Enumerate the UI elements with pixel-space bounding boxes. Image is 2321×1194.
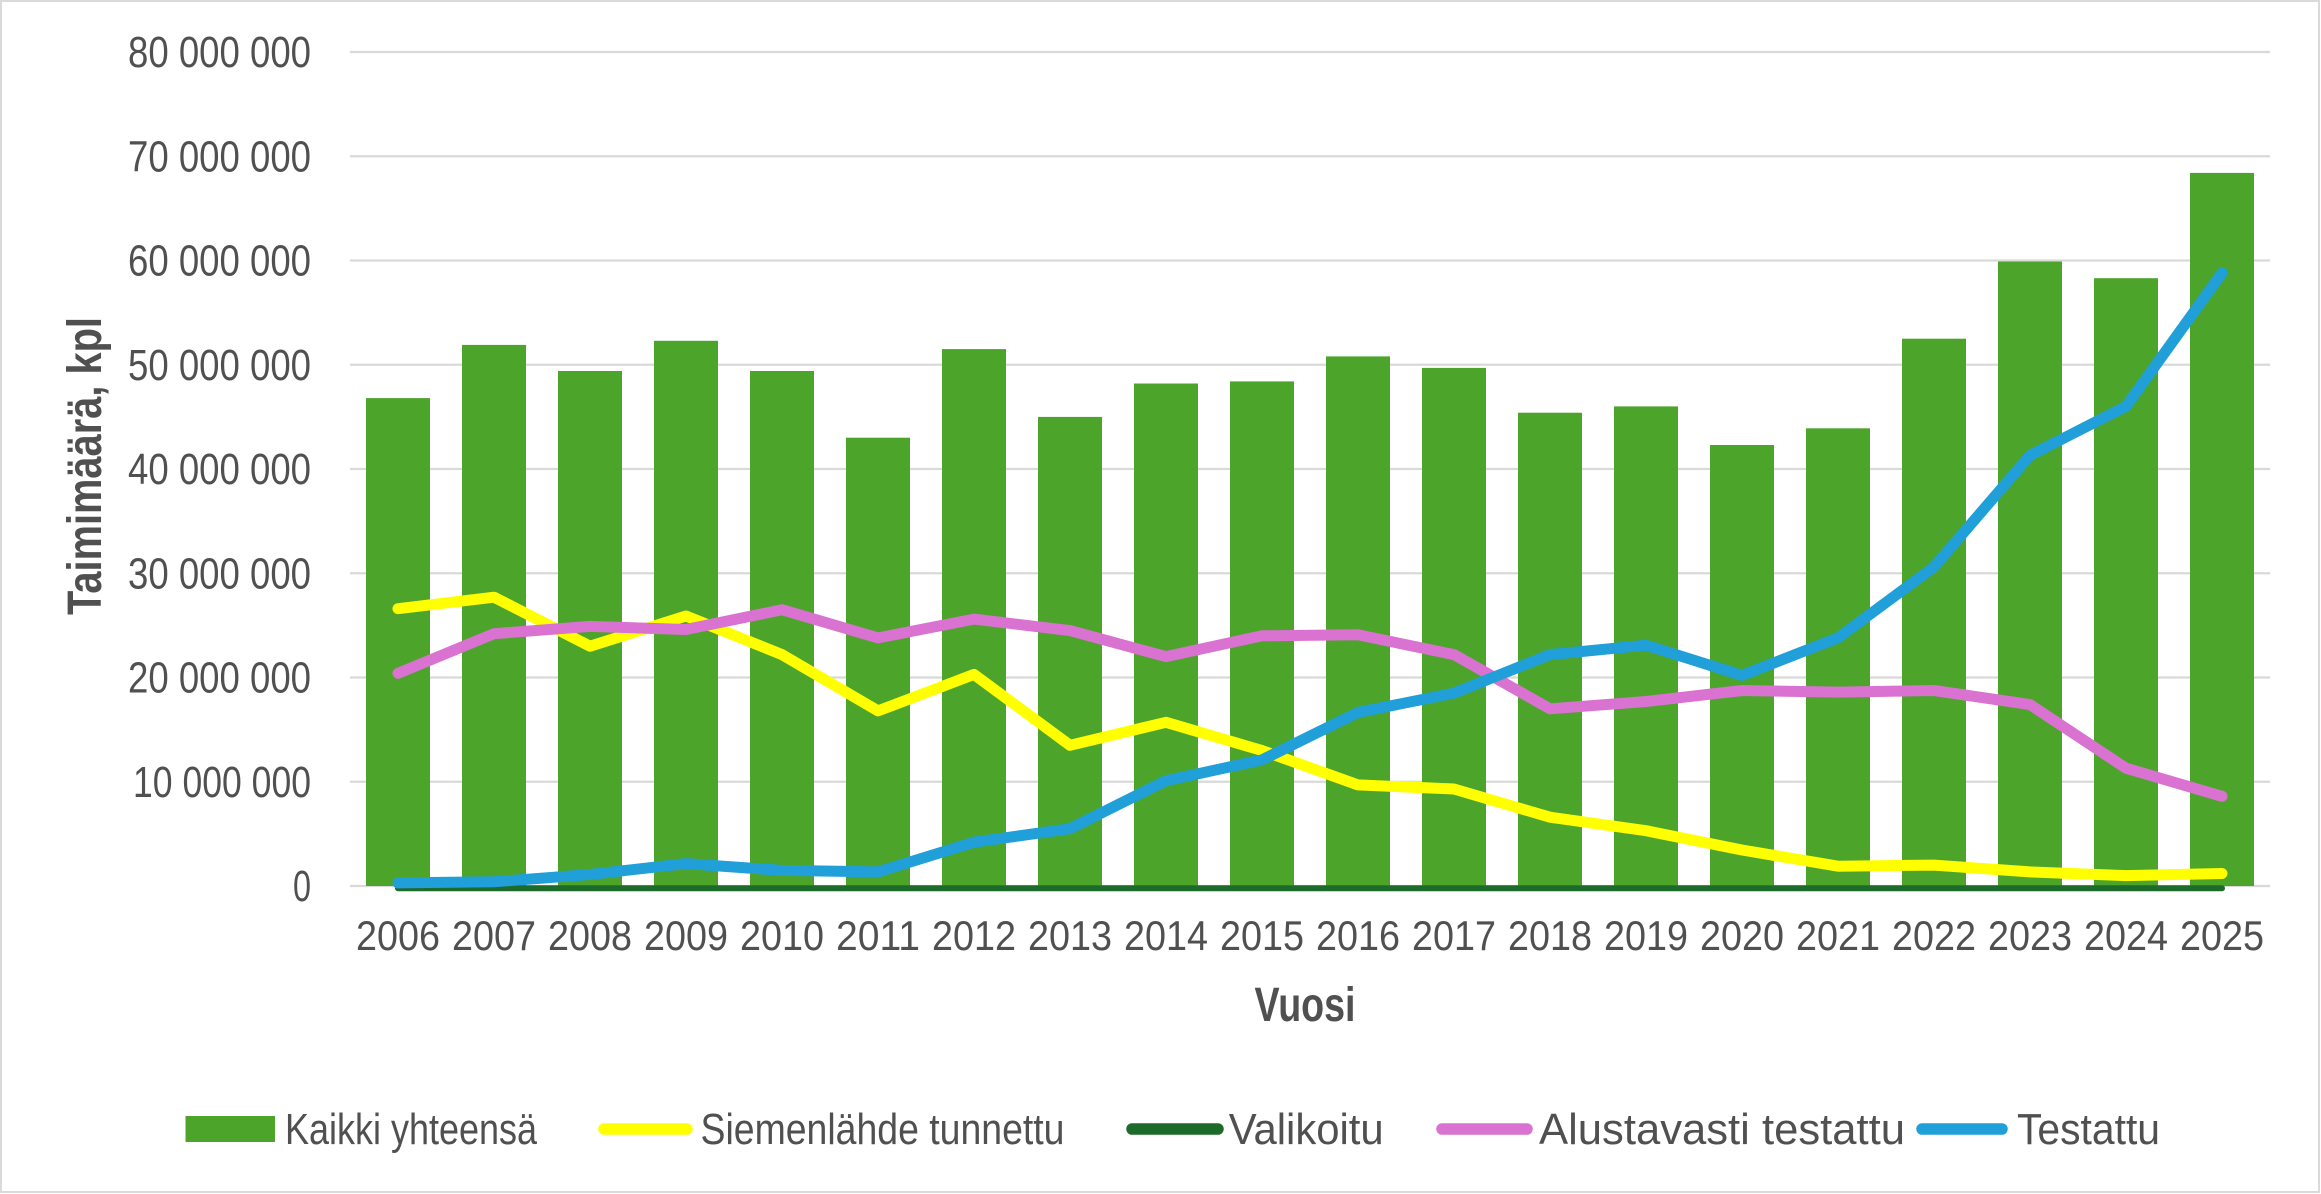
svg-text:Taimimäärä, kpl: Taimimäärä, kpl [59, 317, 112, 615]
svg-text:Valikoitu: Valikoitu [1229, 1105, 1384, 1154]
svg-text:2023: 2023 [1988, 912, 2072, 959]
svg-text:60 000 000: 60 000 000 [128, 237, 311, 286]
svg-text:2025: 2025 [2180, 912, 2264, 959]
svg-text:20 000 000: 20 000 000 [128, 654, 311, 703]
svg-text:Testattu: Testattu [2017, 1105, 2160, 1154]
svg-text:2019: 2019 [1604, 912, 1688, 959]
svg-text:2015: 2015 [1220, 912, 1304, 959]
svg-text:2006: 2006 [356, 912, 440, 959]
svg-text:2007: 2007 [452, 912, 536, 959]
svg-text:2016: 2016 [1316, 912, 1400, 959]
svg-text:2010: 2010 [740, 912, 824, 959]
svg-text:80 000 000: 80 000 000 [128, 28, 311, 77]
svg-text:Siemenlähde tunnettu: Siemenlähde tunnettu [701, 1105, 1065, 1154]
svg-text:Vuosi: Vuosi [1255, 979, 1356, 1032]
svg-text:10 000 000: 10 000 000 [133, 758, 311, 807]
svg-text:2009: 2009 [644, 912, 728, 959]
svg-text:2022: 2022 [1892, 912, 1976, 959]
svg-text:2018: 2018 [1508, 912, 1592, 959]
svg-text:2024: 2024 [2084, 912, 2168, 959]
svg-text:2017: 2017 [1412, 912, 1496, 959]
svg-text:2020: 2020 [1700, 912, 1784, 959]
svg-text:2011: 2011 [836, 912, 920, 959]
svg-text:70 000 000: 70 000 000 [128, 132, 311, 181]
svg-text:2021: 2021 [1796, 912, 1880, 959]
svg-text:2012: 2012 [932, 912, 1016, 959]
svg-text:Alustavasti testattu: Alustavasti testattu [1539, 1105, 1905, 1154]
svg-text:2013: 2013 [1028, 912, 1112, 959]
svg-text:2008: 2008 [548, 912, 632, 959]
svg-text:50 000 000: 50 000 000 [128, 341, 311, 390]
svg-text:40 000 000: 40 000 000 [128, 445, 311, 494]
svg-text:Kaikki yhteensä: Kaikki yhteensä [285, 1105, 537, 1154]
svg-text:2014: 2014 [1124, 912, 1208, 959]
svg-text:30 000 000: 30 000 000 [128, 550, 311, 599]
svg-text:0: 0 [293, 862, 311, 911]
